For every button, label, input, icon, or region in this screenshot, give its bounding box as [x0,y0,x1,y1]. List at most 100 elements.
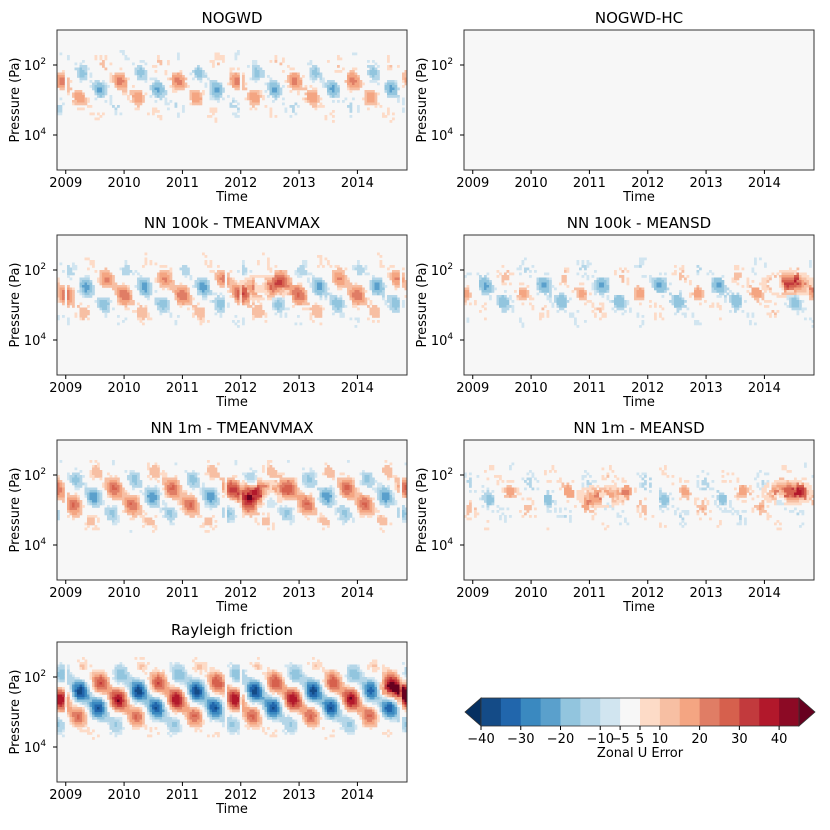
heatmap-cell [641,257,645,261]
heatmap-cell [247,297,250,301]
heatmap-cell [249,102,253,106]
heatmap-cell [272,302,275,306]
heatmap-cell [167,515,170,518]
heatmap-cell [214,55,218,58]
heatmap-cell [72,265,75,268]
heatmap-cell [57,490,60,493]
y-tick-exponent: 4 [447,127,453,137]
heatmap-cell [232,515,235,518]
heatmap-cell [374,100,378,103]
heatmap-cell [127,507,130,511]
heatmap-cell [139,60,143,63]
heatmap-cell [484,317,487,321]
heatmap-cell [122,295,125,298]
heatmap-cell [129,100,133,103]
heatmap-cell [372,77,375,81]
heatmap-cell [259,502,263,506]
heatmap-cell [87,97,90,101]
heatmap-cell [252,505,255,508]
heatmap-cell [214,300,218,303]
heatmap-cell [312,75,315,78]
heatmap-cell [729,297,732,301]
heatmap-cell [599,290,602,293]
heatmap-cell [314,290,318,293]
heatmap-cell [784,270,787,273]
heatmap-cell [187,480,190,483]
heatmap-cell [84,492,88,496]
heatmap-cell [279,492,283,496]
heatmap-cell [179,495,183,498]
heatmap-cell [709,305,712,308]
heatmap-cell [62,72,65,76]
heatmap-cell [254,90,258,93]
heatmap-cell [189,480,193,483]
heatmap-cell [389,87,393,91]
heatmap-cell [322,285,325,288]
heatmap-cell [599,292,602,296]
heatmap-cell [237,292,240,296]
heatmap-cell [57,485,60,488]
heatmap-cell [239,300,243,303]
heatmap-cell [304,297,308,301]
heatmap-cell [309,67,313,71]
heatmap-cell [182,265,185,268]
heatmap-cell [242,280,245,283]
heatmap-cell [234,490,238,493]
heatmap-cell [309,312,313,316]
heatmap-cell [237,295,240,298]
heatmap-cell [349,110,353,113]
heatmap-cell [249,285,253,288]
heatmap-cell [791,292,795,296]
heatmap-cell [349,282,353,286]
heatmap-cell [97,470,100,473]
heatmap-cell [309,85,313,88]
heatmap-cell [779,275,782,278]
heatmap-cell [104,482,108,486]
heatmap-cell [402,77,405,81]
heatmap-cell [292,67,295,71]
heatmap-cell [132,95,135,98]
heatmap-cell [521,295,525,298]
heatmap-cell [786,272,790,276]
heatmap-cell [94,470,98,473]
heatmap-cell [347,105,350,108]
heatmap-cell [696,292,700,296]
heatmap-cell [506,307,510,311]
heatmap-cell [264,290,268,293]
heatmap-cell [297,487,300,491]
heatmap-cell [102,65,105,68]
heatmap-cell [624,310,627,313]
heatmap-cell [289,482,293,486]
heatmap-cell [761,280,765,283]
heatmap-cell [297,502,300,506]
heatmap-cell [114,520,118,523]
heatmap-cell [127,502,130,506]
heatmap-cell [352,72,355,76]
heatmap-cell [189,302,193,306]
heatmap-cell [377,320,380,323]
heatmap-cell [257,490,260,493]
heatmap-cell [129,495,133,498]
heatmap-cell [511,310,515,313]
heatmap-cell [394,285,398,288]
heatmap-cell [162,502,165,506]
heatmap-cell [272,527,275,531]
heatmap-cell [809,290,812,293]
heatmap-cell [207,465,210,468]
heatmap-cell [152,525,155,528]
heatmap-cell [734,267,737,271]
heatmap-cell [529,295,532,298]
heatmap-cell [621,305,625,308]
heatmap-cell [357,292,360,296]
heatmap-cell [546,280,550,283]
heatmap-cell [104,302,108,306]
heatmap-cell [671,272,675,276]
heatmap-cell [761,285,765,288]
heatmap-cell [369,282,373,286]
x-tick-label: 2009 [49,176,82,191]
heatmap-cell [139,97,143,101]
heatmap-cell [279,490,283,493]
heatmap-cell [319,80,323,83]
heatmap-cell [794,305,797,308]
heatmap-cell [79,475,83,478]
